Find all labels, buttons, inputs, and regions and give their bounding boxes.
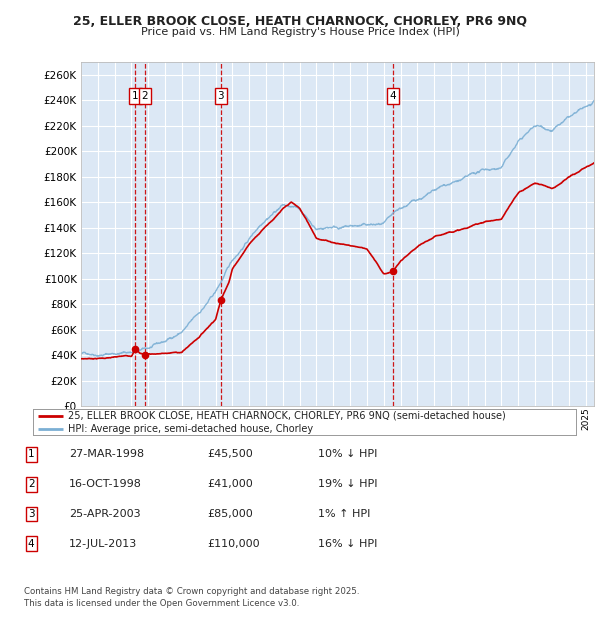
Text: £41,000: £41,000 [207,479,253,489]
Text: 16-OCT-1998: 16-OCT-1998 [69,479,142,489]
Text: Price paid vs. HM Land Registry's House Price Index (HPI): Price paid vs. HM Land Registry's House … [140,27,460,37]
Text: This data is licensed under the Open Government Licence v3.0.: This data is licensed under the Open Gov… [24,598,299,608]
Text: 19% ↓ HPI: 19% ↓ HPI [318,479,377,489]
Text: 2: 2 [28,479,35,489]
Text: £45,500: £45,500 [207,450,253,459]
Text: £85,000: £85,000 [207,509,253,519]
Text: 4: 4 [28,539,35,549]
Text: £110,000: £110,000 [207,539,260,549]
Text: HPI: Average price, semi-detached house, Chorley: HPI: Average price, semi-detached house,… [68,423,313,434]
Text: 3: 3 [218,91,224,102]
Text: 2: 2 [142,91,148,102]
Text: 25, ELLER BROOK CLOSE, HEATH CHARNOCK, CHORLEY, PR6 9NQ (semi-detached house): 25, ELLER BROOK CLOSE, HEATH CHARNOCK, C… [68,410,506,421]
Text: 1: 1 [132,91,139,102]
Text: 10% ↓ HPI: 10% ↓ HPI [318,450,377,459]
Text: 25, ELLER BROOK CLOSE, HEATH CHARNOCK, CHORLEY, PR6 9NQ: 25, ELLER BROOK CLOSE, HEATH CHARNOCK, C… [73,15,527,28]
Text: 12-JUL-2013: 12-JUL-2013 [69,539,137,549]
Text: 1% ↑ HPI: 1% ↑ HPI [318,509,370,519]
Text: 27-MAR-1998: 27-MAR-1998 [69,450,144,459]
Text: 16% ↓ HPI: 16% ↓ HPI [318,539,377,549]
Text: Contains HM Land Registry data © Crown copyright and database right 2025.: Contains HM Land Registry data © Crown c… [24,587,359,596]
Text: 25-APR-2003: 25-APR-2003 [69,509,140,519]
Text: 3: 3 [28,509,35,519]
Text: 1: 1 [28,450,35,459]
Text: 4: 4 [389,91,396,102]
